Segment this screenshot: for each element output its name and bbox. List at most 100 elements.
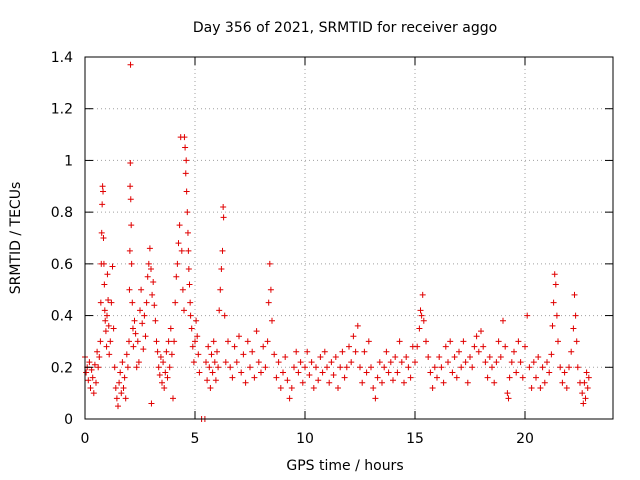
data-point (346, 343, 352, 350)
data-point (319, 369, 326, 376)
data-point (557, 364, 564, 371)
data-point (467, 353, 473, 360)
data-point (90, 390, 97, 397)
data-point (171, 338, 178, 345)
data-point (491, 379, 498, 386)
data-point (149, 291, 156, 298)
data-point (164, 374, 171, 381)
data-point (146, 245, 153, 252)
data-point (104, 271, 111, 278)
data-point (517, 359, 524, 366)
data-point (204, 377, 211, 384)
data-point (126, 338, 132, 345)
data-point (339, 348, 346, 355)
data-point (193, 317, 200, 324)
data-point (315, 377, 322, 384)
data-point (357, 364, 363, 371)
data-point (462, 359, 469, 366)
data-point (584, 384, 591, 391)
data-point (113, 395, 120, 402)
data-point (211, 359, 218, 366)
data-point (304, 348, 311, 355)
data-point (128, 222, 135, 229)
data-point (293, 348, 300, 355)
data-point (379, 379, 385, 386)
data-point (115, 403, 121, 410)
data-point (106, 351, 113, 358)
data-point (548, 351, 555, 358)
data-point (116, 379, 123, 386)
data-point (561, 369, 568, 376)
data-point (128, 260, 135, 267)
data-point (436, 353, 443, 360)
data-point (110, 325, 117, 332)
y-tick-label: 0.4 (51, 309, 73, 325)
data-point (579, 390, 586, 397)
data-point (91, 361, 98, 368)
data-point (151, 302, 158, 309)
data-point (97, 299, 104, 306)
data-point (242, 379, 249, 386)
data-point (313, 364, 319, 371)
data-point (385, 369, 392, 376)
data-point (97, 338, 104, 345)
data-point (208, 351, 215, 358)
data-point (549, 322, 556, 329)
data-point (85, 377, 92, 384)
data-point (365, 338, 372, 345)
y-tick-label: 0.8 (51, 205, 73, 221)
data-point (212, 377, 219, 384)
data-point (427, 369, 434, 376)
data-point (161, 384, 168, 391)
data-point (418, 312, 425, 319)
data-point (154, 348, 161, 355)
data-point (447, 338, 454, 345)
data-point (260, 343, 267, 350)
data-point (150, 278, 157, 285)
data-point (217, 286, 224, 293)
data-point (178, 247, 185, 254)
data-point (328, 359, 335, 366)
data-point (138, 286, 145, 293)
data-point (288, 384, 295, 391)
data-point (196, 369, 203, 376)
chart-title: Day 356 of 2021, SRMTID for receiver agg… (193, 20, 497, 36)
data-point (181, 307, 187, 314)
data-point (236, 333, 242, 340)
data-point (442, 343, 449, 350)
data-point (109, 263, 116, 270)
data-point (188, 325, 195, 332)
data-point (139, 320, 146, 327)
data-point (170, 395, 176, 402)
data-point (83, 369, 90, 376)
data-point (251, 374, 258, 381)
data-point (585, 374, 592, 381)
data-point (124, 364, 131, 371)
data-point (387, 359, 394, 366)
data-point (445, 359, 451, 366)
data-point (189, 343, 196, 350)
data-point (348, 359, 355, 366)
data-point (438, 364, 445, 371)
data-point (471, 343, 478, 350)
data-point (227, 364, 234, 371)
data-point (233, 359, 240, 366)
data-point (144, 273, 151, 280)
data-point (497, 353, 504, 360)
data-point (580, 400, 587, 407)
data-point (165, 338, 172, 345)
data-point (451, 353, 458, 360)
data-point (284, 377, 291, 384)
data-point (87, 384, 94, 391)
data-point (363, 369, 370, 376)
y-tick-label: 0 (64, 412, 73, 428)
data-point (559, 379, 566, 386)
data-point (297, 359, 304, 366)
x-tick-label: 5 (191, 431, 200, 447)
data-point (572, 312, 579, 319)
data-point (330, 372, 337, 379)
data-point (119, 359, 126, 366)
data-point (186, 281, 193, 288)
data-point (99, 183, 106, 190)
data-point (133, 364, 140, 371)
